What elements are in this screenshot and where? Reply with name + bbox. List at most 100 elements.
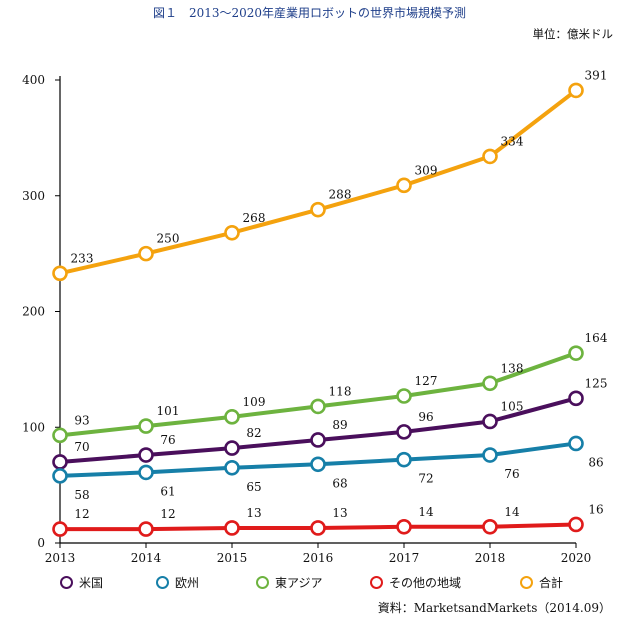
x-tick-label: 2015 bbox=[217, 551, 248, 565]
series-line bbox=[58, 351, 578, 438]
series-line bbox=[58, 88, 578, 276]
data-point bbox=[482, 447, 498, 463]
data-label: 89 bbox=[332, 418, 347, 432]
y-tick-label: 0 bbox=[37, 536, 45, 550]
data-point bbox=[568, 435, 584, 452]
legend-item: その他の地域 bbox=[370, 574, 461, 591]
data-point bbox=[568, 82, 584, 99]
data-label: 14 bbox=[504, 505, 520, 519]
data-label: 233 bbox=[71, 251, 94, 265]
legend-label: その他の地域 bbox=[389, 576, 462, 590]
data-label: 105 bbox=[501, 399, 524, 413]
y-tick-label: 400 bbox=[22, 73, 45, 87]
legend-item: 東アジア bbox=[256, 574, 323, 591]
data-point bbox=[310, 201, 326, 218]
x-tick-label: 2017 bbox=[389, 551, 420, 565]
data-label: 68 bbox=[332, 476, 347, 490]
data-label: 65 bbox=[246, 480, 261, 494]
legend-marker bbox=[520, 576, 533, 589]
data-point bbox=[138, 447, 154, 463]
legend-item: 米国 bbox=[60, 574, 103, 591]
data-label: 16 bbox=[588, 502, 603, 516]
data-label: 13 bbox=[246, 506, 261, 520]
source-note: 資料：MarketsandMarkets（2014.09） bbox=[377, 601, 611, 615]
data-label: 268 bbox=[243, 211, 266, 225]
data-label: 96 bbox=[418, 410, 433, 424]
legend-marker bbox=[60, 576, 73, 589]
data-point bbox=[396, 424, 412, 440]
data-label: 70 bbox=[74, 440, 89, 454]
axes: 0 100 200 300 400 2013 2014 2015 2016 2017 2018 202… bbox=[22, 73, 591, 565]
data-label: 82 bbox=[246, 426, 261, 440]
data-point bbox=[568, 516, 584, 533]
x-tick-label: 2018 bbox=[475, 551, 506, 565]
legend-label: 合計 bbox=[539, 576, 564, 590]
data-label: 76 bbox=[160, 433, 175, 447]
data-label: 334 bbox=[501, 134, 524, 148]
line-chart: 0 100 200 300 400 2013 2014 2015 2016 2017 2018 202… bbox=[22, 68, 608, 565]
data-label: 61 bbox=[160, 484, 175, 498]
data-label: 164 bbox=[585, 331, 608, 345]
legend-item: 欧州 bbox=[156, 574, 199, 591]
legend-item: 合計 bbox=[520, 574, 563, 591]
data-point bbox=[396, 518, 412, 535]
data-point bbox=[310, 520, 326, 536]
legend-marker bbox=[256, 576, 269, 589]
legend-marker bbox=[370, 576, 383, 589]
data-label: 288 bbox=[329, 188, 352, 202]
data-point bbox=[396, 177, 412, 194]
data-point bbox=[224, 459, 240, 476]
data-label: 125 bbox=[585, 376, 608, 390]
data-label: 14 bbox=[418, 505, 434, 519]
data-point bbox=[568, 345, 584, 361]
data-point bbox=[482, 375, 498, 392]
data-point bbox=[52, 468, 68, 484]
data-label: 127 bbox=[415, 374, 438, 388]
data-point bbox=[224, 520, 240, 536]
data-point bbox=[138, 464, 154, 481]
legend: 米国 欧州 東アジア その他の地域 合計 bbox=[60, 574, 619, 592]
data-label: 109 bbox=[243, 395, 266, 409]
data-label: 86 bbox=[588, 455, 603, 469]
legend-label: 東アジア bbox=[275, 576, 323, 590]
data-point bbox=[568, 390, 584, 407]
data-point bbox=[396, 451, 412, 468]
x-tick-label: 2013 bbox=[45, 551, 76, 565]
y-tick-label: 300 bbox=[22, 189, 45, 203]
data-label: 93 bbox=[74, 413, 89, 427]
data-point bbox=[52, 427, 68, 444]
data-point bbox=[224, 409, 240, 425]
data-point bbox=[52, 454, 68, 470]
data-point bbox=[482, 148, 498, 165]
series-lines bbox=[52, 82, 584, 537]
data-point bbox=[482, 413, 498, 430]
data-point bbox=[138, 521, 154, 537]
legend-label: 欧州 bbox=[175, 576, 200, 590]
data-point bbox=[224, 440, 240, 456]
data-point bbox=[138, 245, 154, 262]
data-label: 118 bbox=[329, 384, 352, 398]
data-label: 309 bbox=[415, 163, 438, 177]
data-point bbox=[396, 388, 412, 404]
data-point bbox=[138, 418, 154, 434]
x-tick-label: 2014 bbox=[131, 551, 162, 565]
data-label: 250 bbox=[157, 232, 180, 246]
data-point bbox=[52, 265, 68, 282]
data-label: 76 bbox=[504, 467, 519, 481]
data-label: 72 bbox=[418, 472, 433, 486]
data-point bbox=[482, 518, 498, 535]
y-tick-label: 100 bbox=[22, 420, 45, 434]
x-tick-label: 2020 bbox=[561, 551, 592, 565]
unit-label: 単位：億米ドル bbox=[532, 27, 614, 41]
data-label: 13 bbox=[332, 506, 347, 520]
data-label: 101 bbox=[157, 404, 180, 418]
y-tick-label: 200 bbox=[22, 305, 45, 319]
data-label: 58 bbox=[74, 488, 89, 502]
data-label: 138 bbox=[501, 361, 524, 375]
data-label: 391 bbox=[585, 68, 608, 82]
data-label: 12 bbox=[160, 507, 175, 521]
data-point bbox=[310, 432, 326, 448]
data-label: 12 bbox=[74, 507, 89, 521]
legend-label: 米国 bbox=[79, 576, 104, 590]
data-point bbox=[310, 456, 326, 473]
